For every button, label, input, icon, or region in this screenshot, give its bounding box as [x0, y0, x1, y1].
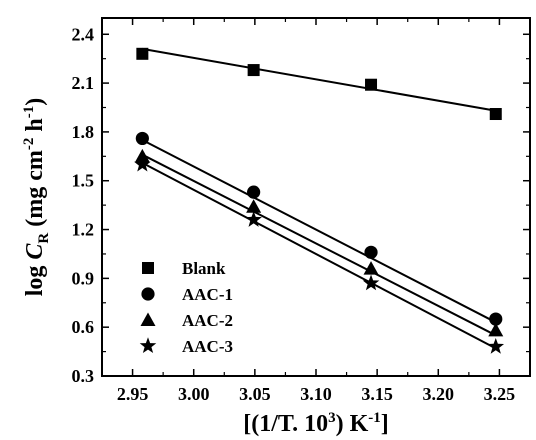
legend: Blank AAC-1 AAC-2 AAC-3: [139, 259, 233, 356]
axis-ticks: [102, 18, 530, 377]
x-tick-label: 3.05: [239, 384, 271, 404]
point-aac-1: [247, 185, 261, 199]
point-aac-1: [489, 312, 503, 326]
y-tick-label: 0.9: [72, 268, 95, 288]
y-axis-title: log CR (mg cm-2 h-1): [21, 98, 52, 297]
point-blank: [365, 78, 378, 91]
point-blank: [247, 64, 260, 77]
legend-marker-blank: [142, 262, 154, 274]
data-markers: [134, 47, 505, 354]
point-aac-2: [363, 261, 379, 275]
x-tick-label: 3.25: [484, 384, 516, 404]
fit-line-aac-1: [141, 139, 497, 324]
fit-line-aac-3: [141, 161, 497, 350]
fit-line-aac-2: [141, 153, 497, 337]
point-aac-2: [134, 148, 150, 163]
legend-marker-aac-1: [141, 287, 155, 301]
legend-marker-aac-3: [139, 337, 157, 354]
point-aac-3: [487, 338, 505, 354]
x-tick-label: 3.15: [361, 384, 393, 404]
point-aac-3: [134, 155, 151, 172]
x-tick-label: 3.10: [300, 384, 332, 404]
y-tick-label: 1.5: [72, 171, 95, 191]
y-tick-label: 2.1: [72, 73, 95, 93]
x-axis-title: [(1/T. 103) K-1]: [243, 410, 389, 437]
y-tick-label: 0.3: [72, 366, 95, 386]
point-aac-2: [246, 199, 262, 213]
legend-label-blank: Blank: [182, 259, 226, 278]
fit-line-blank: [142, 47, 496, 112]
point-aac-1: [135, 131, 149, 146]
legend-label-aac-1: AAC-1: [182, 285, 233, 304]
y-tick-label: 0.6: [72, 317, 95, 337]
point-blank: [136, 47, 149, 60]
x-tick-label: 3.20: [423, 384, 455, 404]
point-aac-3: [362, 274, 380, 291]
y-tick-label: 2.4: [72, 24, 95, 44]
x-tick-label: 2.95: [117, 384, 149, 404]
legend-label-aac-3: AAC-3: [182, 337, 233, 356]
point-blank: [489, 108, 502, 121]
y-tick-label: 1.8: [72, 122, 95, 142]
y-tick-label: 1.2: [72, 220, 95, 240]
point-aac-3: [245, 211, 262, 227]
x-tick-label: 3.00: [178, 384, 210, 404]
point-aac-1: [364, 245, 378, 259]
plot-frame: [101, 17, 531, 377]
point-aac-2: [488, 322, 504, 337]
legend-marker-aac-2: [140, 312, 156, 326]
fit-lines: [141, 47, 497, 350]
legend-label-aac-2: AAC-2: [182, 311, 233, 330]
tick-labels: 2.95 3.00 3.05 3.10 3.15 3.20 3.25 0.3 0.6 0.9 1.2…: [72, 24, 516, 404]
